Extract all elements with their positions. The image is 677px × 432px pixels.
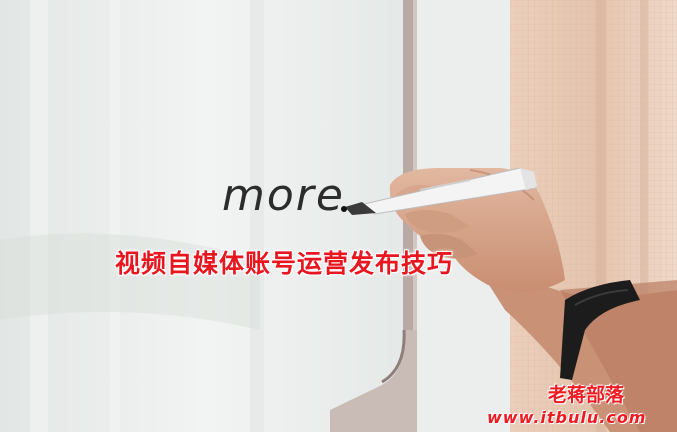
- watermark-url: www.itbulu.com: [487, 408, 647, 427]
- headline-overlay: 视频自媒体账号运营发布技巧: [115, 249, 454, 278]
- handwritten-word: more: [222, 170, 345, 221]
- marker: [341, 167, 537, 215]
- watermark-name: 老蒋部落: [548, 384, 625, 406]
